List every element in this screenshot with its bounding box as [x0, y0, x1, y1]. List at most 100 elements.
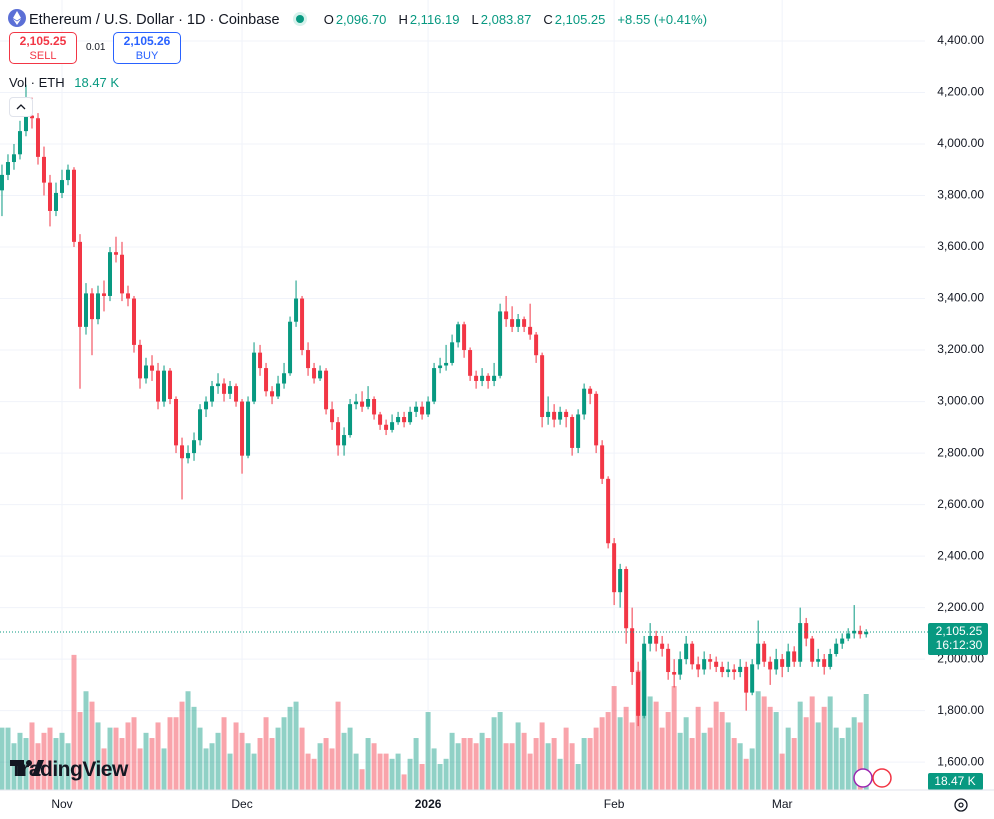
- o-value: 2,096.70: [335, 12, 387, 27]
- volume-bar: [743, 758, 749, 790]
- volume-bar: [497, 712, 503, 790]
- candle-body: [228, 386, 233, 394]
- volume-bar: [701, 732, 707, 790]
- volume-bar: [815, 722, 821, 790]
- volume-bar: [803, 717, 809, 790]
- volume-bar: [725, 722, 731, 790]
- candle-body: [858, 630, 863, 635]
- volume-bar: [251, 753, 257, 790]
- volume-bar: [509, 743, 515, 790]
- volume-bar: [353, 753, 359, 790]
- candle-body: [654, 635, 659, 644]
- volume-bar: [851, 717, 857, 790]
- volume-bar: [491, 717, 497, 790]
- volume-bar: [749, 748, 755, 790]
- candle-body: [804, 623, 809, 639]
- volume-bar: [293, 701, 299, 790]
- volume-bar: [581, 738, 587, 790]
- candle-body: [444, 362, 449, 366]
- volume-bar: [29, 722, 35, 790]
- y-tick-label: 2,400.00: [937, 548, 984, 562]
- candle-body: [162, 370, 167, 402]
- candle-body: [702, 659, 707, 670]
- volume-bar: [323, 738, 329, 790]
- volume-bar: [431, 748, 437, 790]
- volume-bar: [161, 748, 167, 790]
- volume-bar: [299, 727, 305, 790]
- volume-bar: [569, 743, 575, 790]
- volume-bar: [155, 722, 161, 790]
- candle-body: [450, 342, 455, 363]
- candle-body: [630, 628, 635, 673]
- candle-body: [132, 298, 137, 345]
- candle-body: [59, 180, 64, 193]
- volume-value-box: [928, 773, 983, 790]
- candle-body: [11, 154, 16, 163]
- candle-body: [564, 411, 569, 418]
- buy-label: BUY: [135, 50, 159, 62]
- candle-body: [390, 422, 395, 430]
- y-tick-label: 2,600.00: [937, 497, 984, 511]
- volume-bar: [653, 701, 659, 790]
- volume-bar: [407, 758, 413, 790]
- volume-bar: [845, 727, 851, 790]
- volume-bar: [401, 774, 407, 790]
- candle-body: [696, 664, 701, 670]
- volume-bar: [623, 706, 629, 790]
- candle-body: [480, 375, 485, 381]
- volume-bar: [629, 722, 635, 790]
- volume-bar: [341, 732, 347, 790]
- candle-body: [606, 478, 611, 544]
- candle-body: [53, 192, 58, 211]
- candle-body: [546, 411, 551, 418]
- volume-bar: [239, 732, 245, 790]
- volume-bar: [533, 738, 539, 790]
- volume-bar: [59, 732, 65, 790]
- candle-body: [71, 169, 76, 242]
- volume-bar: [389, 758, 395, 790]
- candle-body: [378, 414, 383, 425]
- y-tick-label: 4,400.00: [937, 33, 984, 47]
- volume-bar: [95, 722, 101, 790]
- volume-bar: [365, 738, 371, 790]
- volume-bar: [479, 732, 485, 790]
- buy-button[interactable]: 2,105.26 BUY: [113, 32, 181, 64]
- candle-body: [768, 661, 773, 670]
- volume-bar: [773, 712, 779, 790]
- candle-body: [636, 672, 641, 716]
- candle-body: [294, 298, 299, 322]
- header: Ethereum / U.S. Dollar · 1D · Coinbase O…: [8, 6, 709, 28]
- candle-body: [102, 293, 107, 296]
- volume-bar: [359, 769, 365, 790]
- candle-body: [65, 169, 70, 181]
- volume-bar: [281, 717, 287, 790]
- candle-body: [618, 568, 623, 593]
- candle-body: [846, 633, 851, 639]
- logo-mark: [10, 760, 44, 776]
- candle-body: [678, 659, 683, 675]
- candle-body: [516, 319, 521, 327]
- candle-body: [588, 388, 593, 394]
- volume-bar: [563, 727, 569, 790]
- candle-body: [780, 659, 785, 667]
- sell-price: 2,105.25: [19, 34, 67, 48]
- o-key: O: [323, 12, 334, 27]
- settings-hub: [958, 802, 964, 808]
- collapse-button[interactable]: [9, 97, 33, 117]
- volume-bar: [863, 694, 869, 790]
- volume-bar: [395, 753, 401, 790]
- candle-body: [216, 383, 221, 387]
- volume-bar: [689, 738, 695, 790]
- volume-bar: [173, 717, 179, 790]
- candle-body: [23, 115, 28, 132]
- candle-body: [312, 368, 317, 379]
- sell-button[interactable]: 2,105.25 SELL: [9, 32, 77, 64]
- x-tick-label: Mar: [772, 797, 793, 811]
- candle-body: [570, 417, 575, 448]
- x-tick-label: Nov: [51, 797, 72, 811]
- candle-body: [5, 162, 10, 175]
- candle-body: [732, 669, 737, 673]
- volume-bar: [515, 722, 521, 790]
- candle-body: [138, 344, 143, 379]
